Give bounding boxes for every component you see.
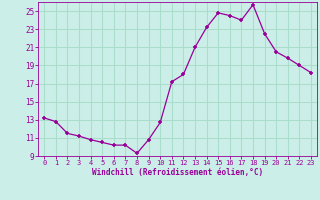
X-axis label: Windchill (Refroidissement éolien,°C): Windchill (Refroidissement éolien,°C) bbox=[92, 168, 263, 177]
